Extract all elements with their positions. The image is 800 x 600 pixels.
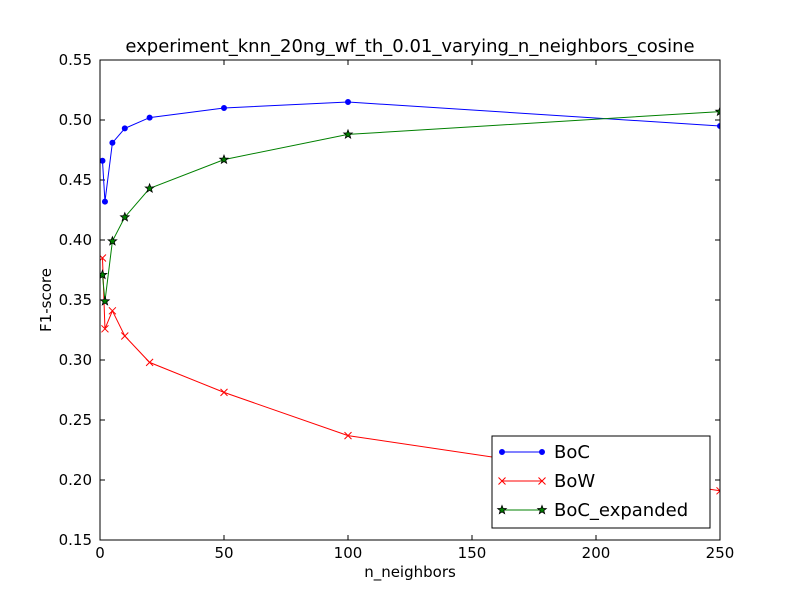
x-tick-label: 100 [334, 544, 363, 562]
data-point-boc [109, 139, 116, 146]
y-tick-label: 0.40 [59, 231, 92, 249]
x-marker-stroke [120, 332, 129, 340]
data-point-boc [717, 123, 720, 129]
data-point-boc-expanded [144, 182, 155, 193]
legend-marker-bow [538, 477, 546, 485]
data-point-bow [101, 324, 109, 333]
x-marker-stroke [220, 388, 228, 397]
legend-marker-boc-expanded [536, 504, 548, 515]
legend-label-bow: BoW [554, 471, 595, 492]
legend-label-boc: BoC [554, 442, 590, 463]
chart-title: experiment_knn_20ng_wf_th_0.01_varying_n… [125, 36, 694, 57]
data-point-boc-expanded [218, 153, 230, 165]
legend-marker-boc-expanded [496, 504, 508, 515]
series-line-boc [101, 101, 720, 202]
data-point-boc-expanded [107, 235, 118, 246]
plot-frame [99, 59, 721, 541]
x-tick-label: 50 [214, 544, 233, 562]
x-tick-label: 200 [582, 544, 611, 562]
series-bow [100, 254, 720, 495]
series-line-boc-expanded [101, 111, 720, 302]
plot-area: 0 50 100 150 200 250 0.15 0.20 0.25 0.30 0.35 0.40 0… [59, 51, 735, 562]
data-point-boc [345, 99, 351, 105]
legend: BoC BoW BoC_expanded [491, 435, 711, 529]
y-tick-label: 0.45 [59, 171, 92, 189]
data-point-bow [220, 388, 228, 397]
data-point-boc [100, 157, 106, 164]
x-marker-stroke [538, 477, 546, 485]
legend-marker-boc [539, 449, 545, 455]
data-point-boc-expanded [100, 269, 108, 280]
legend-marker-boc [499, 449, 505, 455]
data-point-boc [101, 198, 108, 205]
x-tick-label: 0 [95, 544, 105, 562]
data-point-boc [221, 105, 227, 111]
x-marker-stroke [145, 358, 154, 367]
x-marker-stroke [101, 324, 109, 333]
x-marker-stroke [716, 486, 720, 495]
legend-marker-bow [498, 477, 506, 485]
y-tick-label: 0.50 [59, 111, 92, 129]
x-marker-stroke [498, 477, 506, 485]
legend-box [491, 435, 711, 529]
series-layer [100, 99, 720, 495]
series-boc [100, 99, 720, 205]
series-line-bow [101, 257, 720, 492]
legend-label-boc-expanded: BoC_expanded [554, 500, 688, 521]
data-point-boc-expanded [714, 105, 720, 117]
x-axis-title: n_neighbors [364, 563, 456, 582]
data-point-boc [146, 114, 153, 121]
y-tick-label: 0.30 [59, 351, 92, 369]
series-boc-expanded [100, 105, 720, 306]
x-tick-label: 150 [458, 544, 487, 562]
legend-item-boc: BoC [499, 442, 590, 463]
data-point-bow [716, 486, 720, 495]
legend-item-boc-expanded: BoC_expanded [496, 500, 688, 521]
legend-item-bow: BoW [498, 471, 595, 492]
y-axis-title: F1-score [37, 268, 55, 332]
x-marker-stroke [108, 306, 117, 315]
y-tick-label: 0.20 [59, 471, 92, 489]
data-point-bow [120, 332, 129, 340]
x-marker-stroke [344, 431, 352, 440]
y-tick-label: 0.25 [59, 411, 92, 429]
data-point-bow [145, 358, 154, 367]
data-point-bow [344, 431, 352, 440]
y-tick-label: 0.35 [59, 291, 92, 309]
data-point-boc-expanded [119, 211, 131, 222]
data-point-boc-expanded [342, 128, 354, 139]
x-tick-label: 250 [706, 544, 735, 562]
data-point-bow [108, 306, 117, 315]
data-point-boc [121, 125, 128, 132]
data-point-boc-expanded [100, 295, 111, 306]
y-tick-label: 0.15 [59, 531, 92, 549]
y-tick-label: 0.55 [59, 51, 92, 69]
